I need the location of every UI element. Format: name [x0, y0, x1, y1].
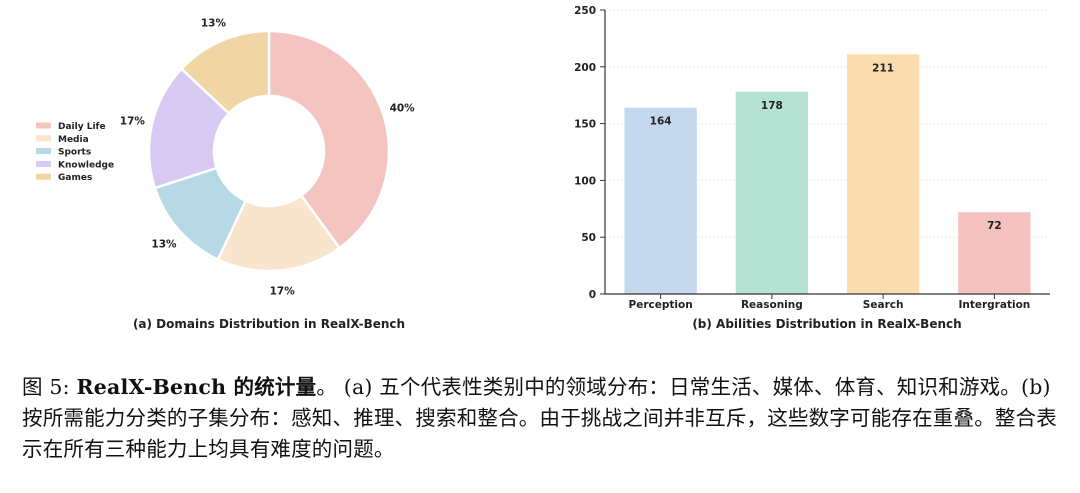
x-tick-label: Reasoning — [741, 299, 803, 311]
bar-value-label: 178 — [761, 100, 783, 112]
y-tick-label: 50 — [581, 232, 596, 244]
bar-value-label: 211 — [872, 62, 894, 74]
y-tick-label: 0 — [589, 289, 596, 301]
pie-percent-label: 40% — [390, 103, 416, 115]
legend-swatch — [36, 160, 51, 167]
legend-swatch — [36, 148, 51, 155]
x-tick-label: Search — [863, 299, 904, 311]
bar-value-label: 72 — [987, 220, 1002, 232]
caption-body: (a) 五个代表性类别中的领域分布：日常生活、媒体、体育、知识和游戏。(b) 按… — [22, 375, 1057, 461]
legend-label: Sports — [58, 148, 91, 158]
y-tick-label: 200 — [574, 62, 596, 74]
pie-slice — [179, 29, 271, 116]
bar-value-label: 164 — [650, 116, 672, 128]
pie-slice — [147, 67, 231, 190]
pie-percent-label: 17% — [270, 285, 296, 297]
x-tick-label: Intergration — [958, 299, 1030, 311]
pie-slice — [216, 193, 342, 273]
x-tick-label: Perception — [629, 299, 693, 311]
bar — [846, 54, 920, 294]
bar — [624, 107, 697, 294]
pie-percent-label: 13% — [201, 18, 227, 30]
y-tick-label: 100 — [574, 175, 596, 187]
chart-b-caption: (b) Abilities Distribution in RealX-Benc… — [692, 317, 961, 331]
figure-area: 40% 17% 13% 17% 13% Daily Life Media Sports Know… — [36, 5, 1050, 331]
caption-title: RealX-Bench 的统计量 — [76, 375, 317, 399]
pie-percent-label: 13% — [151, 239, 177, 251]
legend-label: Media — [58, 135, 89, 145]
legend-label: Knowledge — [58, 160, 114, 170]
legend-swatch — [36, 135, 51, 142]
y-tick-label: 250 — [574, 5, 596, 17]
figure-svg: 40% 17% 13% 17% 13% Daily Life Media Sports Know… — [36, 5, 1050, 331]
pie-percent-label: 17% — [120, 115, 146, 127]
legend-label: Games — [58, 173, 92, 183]
y-tick-label: 150 — [574, 119, 596, 131]
pie-slice — [267, 29, 391, 250]
bar — [958, 212, 1031, 294]
caption-figure-label: 图 5: — [22, 375, 70, 399]
bar — [735, 91, 809, 295]
caption-title-end: 。 — [316, 375, 338, 399]
legend-swatch — [36, 122, 51, 129]
legend-label: Daily Life — [58, 122, 106, 132]
figure-caption: 图 5: RealX-Bench 的统计量。 (a) 五个代表性类别中的领域分布… — [22, 372, 1062, 465]
legend-swatch — [36, 173, 51, 180]
chart-a-caption: (a) Domains Distribution in RealX-Bench — [133, 317, 405, 331]
